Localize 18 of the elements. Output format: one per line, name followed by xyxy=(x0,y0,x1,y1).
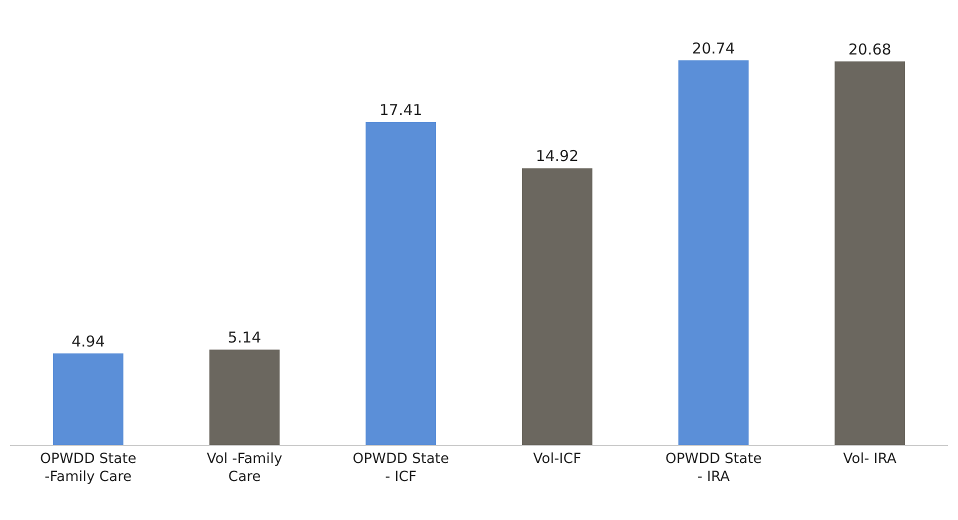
bar xyxy=(52,353,124,445)
data-label: 14.92 xyxy=(536,147,579,166)
bar xyxy=(366,122,436,445)
data-label: 20.68 xyxy=(848,40,892,58)
bar xyxy=(209,350,280,445)
bar xyxy=(522,168,592,445)
bar xyxy=(678,60,749,445)
data-label: 5.14 xyxy=(228,328,262,347)
data-label: 17.41 xyxy=(379,101,422,120)
x-tick-label: OPWDD State - ICF xyxy=(352,450,450,485)
x-tick-label: OPWDD State -Family Care xyxy=(40,450,136,485)
x-tick-label: Vol -Family Care xyxy=(206,450,282,485)
data-label: 20.74 xyxy=(692,39,735,58)
bar xyxy=(834,61,906,445)
data-label: 4.94 xyxy=(71,332,105,350)
x-tick-label: Vol- IRA xyxy=(843,450,897,467)
x-tick-label: Vol-ICF xyxy=(533,450,582,467)
x-tick-label: OPWDD State - IRA xyxy=(665,450,762,485)
